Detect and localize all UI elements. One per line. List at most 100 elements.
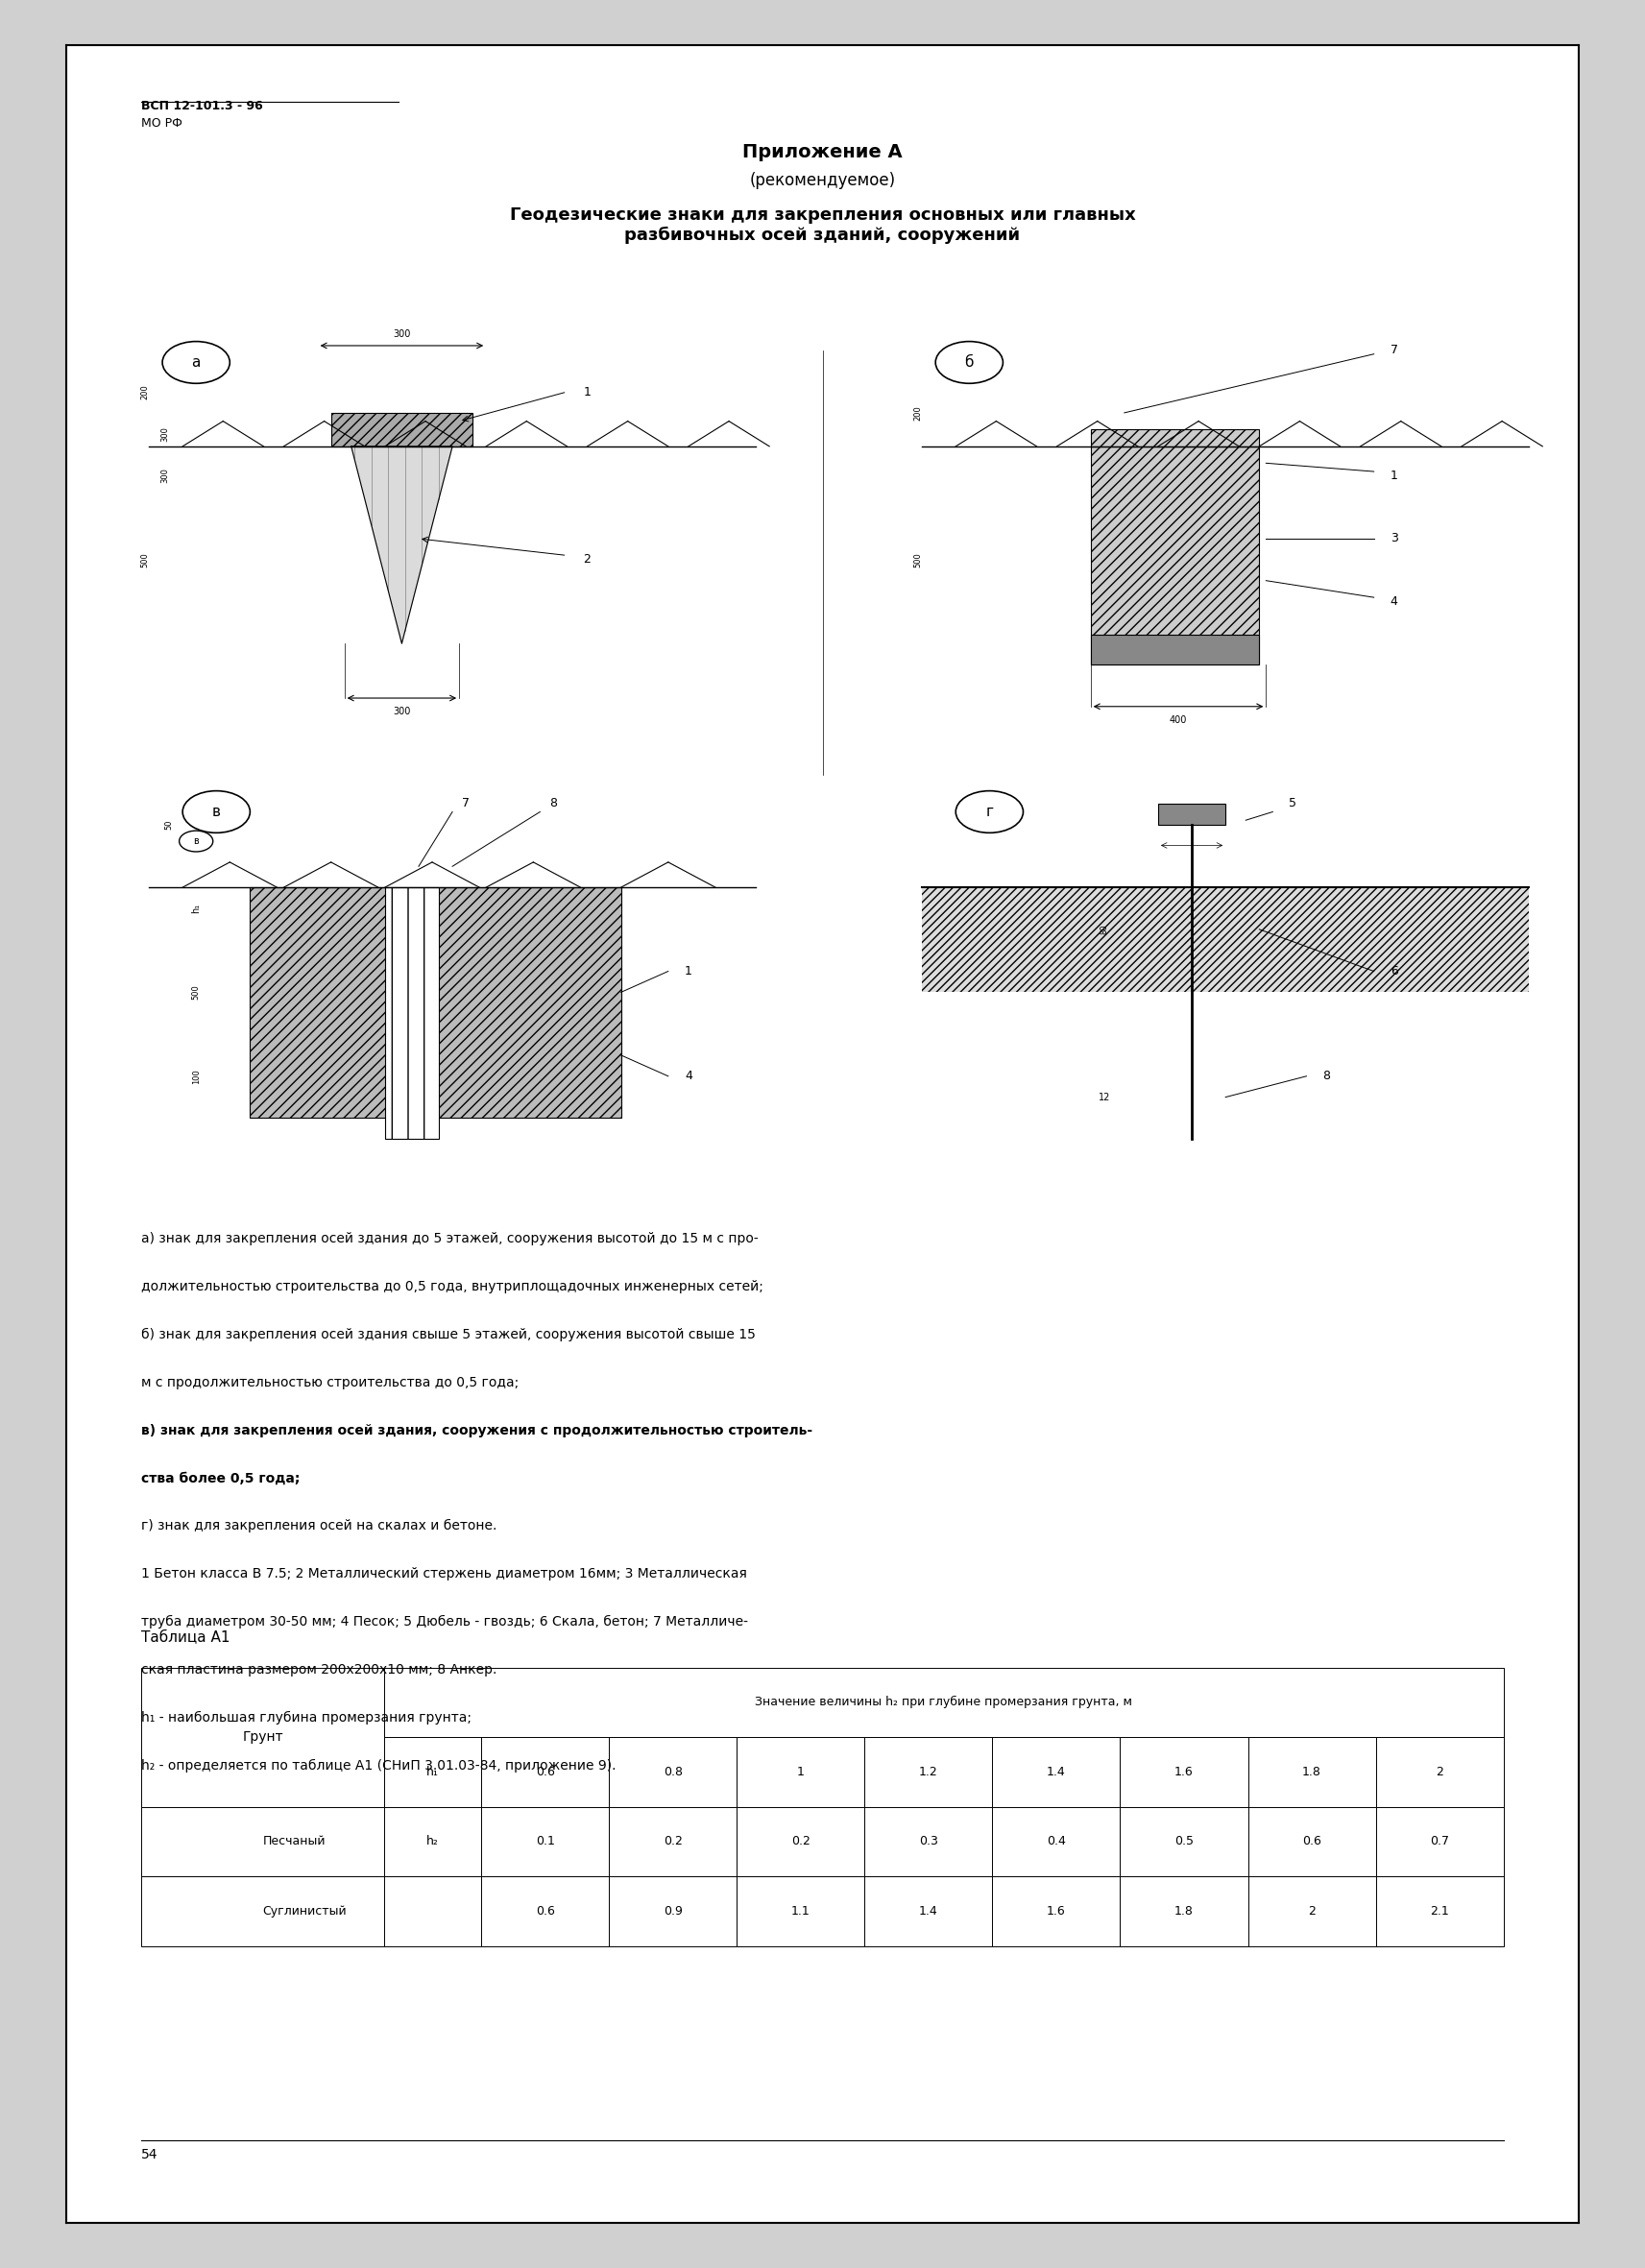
Text: Приложение А: Приложение А bbox=[742, 143, 903, 161]
Bar bbox=[385, 887, 439, 1139]
Bar bbox=[1091, 635, 1260, 665]
Text: м с продолжительностью строительства до 0,5 года;: м с продолжительностью строительства до … bbox=[141, 1377, 520, 1388]
Text: 8: 8 bbox=[1323, 1070, 1331, 1082]
Bar bbox=[1249, 1808, 1375, 1876]
Bar bbox=[385, 1808, 482, 1876]
Text: 0.6: 0.6 bbox=[536, 1905, 554, 1916]
Text: 300: 300 bbox=[161, 426, 169, 442]
Bar bbox=[1375, 1808, 1504, 1876]
Text: h₂: h₂ bbox=[426, 1835, 439, 1848]
Text: труба диаметром 30-50 мм; 4 Песок; 5 Дюбель - гвоздь; 6 Скала, бетон; 7 Металлич: труба диаметром 30-50 мм; 4 Песок; 5 Дюб… bbox=[141, 1615, 748, 1628]
Text: 8: 8 bbox=[549, 796, 558, 810]
Circle shape bbox=[183, 792, 250, 832]
Text: а: а bbox=[191, 356, 201, 370]
Text: б) знак для закрепления осей здания свыше 5 этажей, сооружения высотой свыше 15: б) знак для закрепления осей здания свыш… bbox=[141, 1327, 757, 1340]
Text: 2: 2 bbox=[1436, 1767, 1443, 1778]
Bar bbox=[385, 1667, 1504, 1737]
Bar bbox=[921, 887, 1528, 993]
Text: 300: 300 bbox=[393, 329, 411, 340]
Bar bbox=[1158, 803, 1226, 826]
Text: 0.7: 0.7 bbox=[1430, 1835, 1449, 1848]
Text: 1.2: 1.2 bbox=[920, 1767, 938, 1778]
Bar bbox=[1091, 429, 1260, 447]
Bar bbox=[141, 1876, 385, 1946]
Text: 1.1: 1.1 bbox=[791, 1905, 809, 1916]
Text: 3: 3 bbox=[1390, 533, 1398, 544]
Bar bbox=[331, 413, 472, 447]
Text: 1.8: 1.8 bbox=[1303, 1767, 1321, 1778]
Text: в) знак для закрепления осей здания, сооружения с продолжительностью строитель-: в) знак для закрепления осей здания, соо… bbox=[141, 1424, 813, 1438]
Bar bbox=[1249, 1876, 1375, 1946]
Text: 50: 50 bbox=[165, 819, 173, 830]
Text: 5: 5 bbox=[1290, 796, 1296, 810]
Text: 1: 1 bbox=[796, 1767, 804, 1778]
Bar bbox=[1375, 1737, 1504, 1808]
Text: 6: 6 bbox=[1390, 964, 1398, 978]
Bar bbox=[1120, 1876, 1249, 1946]
Circle shape bbox=[163, 342, 230, 383]
Text: 0.2: 0.2 bbox=[663, 1835, 683, 1848]
Text: 500: 500 bbox=[192, 984, 201, 1000]
Text: h₁ - наибольшая глубина промерзания грунта;: h₁ - наибольшая глубина промерзания грун… bbox=[141, 1710, 472, 1724]
Text: в: в bbox=[194, 837, 199, 846]
Bar bbox=[250, 887, 622, 1118]
Bar bbox=[737, 1876, 865, 1946]
Text: ВСП 12-101.3 - 96: ВСП 12-101.3 - 96 bbox=[141, 100, 263, 113]
Bar bbox=[609, 1808, 737, 1876]
Text: 4: 4 bbox=[1390, 594, 1398, 608]
Text: 0.9: 0.9 bbox=[663, 1905, 683, 1916]
Text: г) знак для закрепления осей на скалах и бетоне.: г) знак для закрепления осей на скалах и… bbox=[141, 1520, 497, 1533]
Bar bbox=[737, 1808, 865, 1876]
Text: (рекомендуемое): (рекомендуемое) bbox=[750, 172, 895, 188]
Text: 0.8: 0.8 bbox=[663, 1767, 683, 1778]
Text: Песчаный: Песчаный bbox=[263, 1835, 326, 1848]
Text: 0.6: 0.6 bbox=[536, 1767, 554, 1778]
Bar bbox=[482, 1737, 609, 1808]
Text: 1: 1 bbox=[684, 964, 693, 978]
Bar bbox=[865, 1876, 992, 1946]
Text: 500: 500 bbox=[140, 551, 148, 567]
Text: 300: 300 bbox=[393, 708, 411, 717]
Text: 1 Бетон класса В 7.5; 2 Металлический стержень диаметром 16мм; 3 Металлическая: 1 Бетон класса В 7.5; 2 Металлический ст… bbox=[141, 1567, 747, 1581]
Text: 200: 200 bbox=[140, 383, 148, 399]
Bar bbox=[482, 1876, 609, 1946]
Bar bbox=[992, 1737, 1120, 1808]
Bar bbox=[1120, 1737, 1249, 1808]
Bar bbox=[385, 1876, 482, 1946]
Bar bbox=[1091, 447, 1260, 665]
Text: h₂ - определяется по таблице А1 (СНиП 3.01.03-84, приложение 9).: h₂ - определяется по таблице А1 (СНиП 3.… bbox=[141, 1760, 617, 1771]
Text: 12: 12 bbox=[1099, 1093, 1110, 1102]
Text: 0.6: 0.6 bbox=[1303, 1835, 1321, 1848]
Bar bbox=[992, 1876, 1120, 1946]
Text: h₁: h₁ bbox=[426, 1767, 439, 1778]
Circle shape bbox=[179, 830, 212, 853]
Text: 1.4: 1.4 bbox=[1046, 1767, 1066, 1778]
Text: 80: 80 bbox=[1101, 925, 1109, 934]
Circle shape bbox=[956, 792, 1023, 832]
Polygon shape bbox=[352, 447, 452, 644]
Text: МО РФ: МО РФ bbox=[141, 118, 183, 129]
Text: Суглинистый: Суглинистый bbox=[263, 1905, 347, 1916]
Bar bbox=[385, 1737, 482, 1808]
Circle shape bbox=[936, 342, 1003, 383]
Text: 300: 300 bbox=[161, 467, 169, 483]
Bar bbox=[482, 1808, 609, 1876]
Text: 400: 400 bbox=[1170, 714, 1188, 723]
Text: 7: 7 bbox=[462, 796, 470, 810]
Text: должительностью строительства до 0,5 года, внутриплощадочных инженерных сетей;: должительностью строительства до 0,5 год… bbox=[141, 1279, 763, 1293]
Text: 200: 200 bbox=[913, 406, 921, 420]
Bar bbox=[1120, 1808, 1249, 1876]
Text: 0.2: 0.2 bbox=[791, 1835, 811, 1848]
Text: 2: 2 bbox=[1308, 1905, 1316, 1916]
Text: 0.4: 0.4 bbox=[1046, 1835, 1066, 1848]
Text: г: г bbox=[985, 805, 994, 819]
Text: 2: 2 bbox=[584, 553, 591, 567]
Text: 100: 100 bbox=[192, 1068, 201, 1084]
Bar bbox=[992, 1808, 1120, 1876]
Text: 1.6: 1.6 bbox=[1175, 1767, 1194, 1778]
Text: 0.3: 0.3 bbox=[920, 1835, 938, 1848]
Bar bbox=[141, 1808, 385, 1876]
Text: в: в bbox=[212, 805, 220, 819]
Bar bbox=[609, 1737, 737, 1808]
Text: 54: 54 bbox=[141, 2148, 158, 2161]
